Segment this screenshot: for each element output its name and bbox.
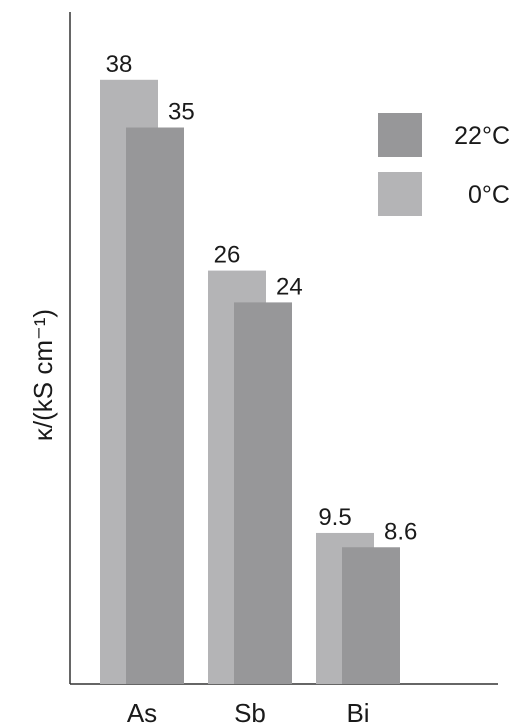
legend-swatch-22C (378, 113, 422, 157)
value-label-sb-series-0: 26 (214, 242, 241, 269)
legend-swatch-0C (378, 172, 422, 216)
legend-label-22C: 22°C (454, 122, 510, 150)
y-axis-label: κ/(kS cm⁻¹) (28, 309, 58, 441)
bar-as-series-1 (126, 127, 184, 684)
value-label-bi-series-0: 9.5 (318, 504, 351, 531)
bars-group (100, 79, 400, 685)
value-label-as-series-1: 35 (168, 99, 195, 126)
x-tick-label-as: As (127, 698, 157, 727)
x-ticks-group: As Sb Bi (127, 698, 370, 727)
legend-label-0C: 0°C (468, 181, 510, 209)
value-label-sb-series-1: 24 (276, 273, 303, 300)
x-tick-label-sb: Sb (234, 698, 266, 727)
x-tick-label-bi: Bi (346, 698, 369, 727)
bar-sb-series-1 (234, 302, 292, 684)
value-label-as-series-0: 38 (106, 51, 133, 78)
value-label-bi-series-1: 8.6 (384, 518, 417, 545)
bar-bi-series-1 (342, 547, 400, 684)
legend: 22°C 0°C (378, 113, 510, 216)
value-labels-group: 38 26 9.5 35 24 8.6 (106, 51, 418, 545)
